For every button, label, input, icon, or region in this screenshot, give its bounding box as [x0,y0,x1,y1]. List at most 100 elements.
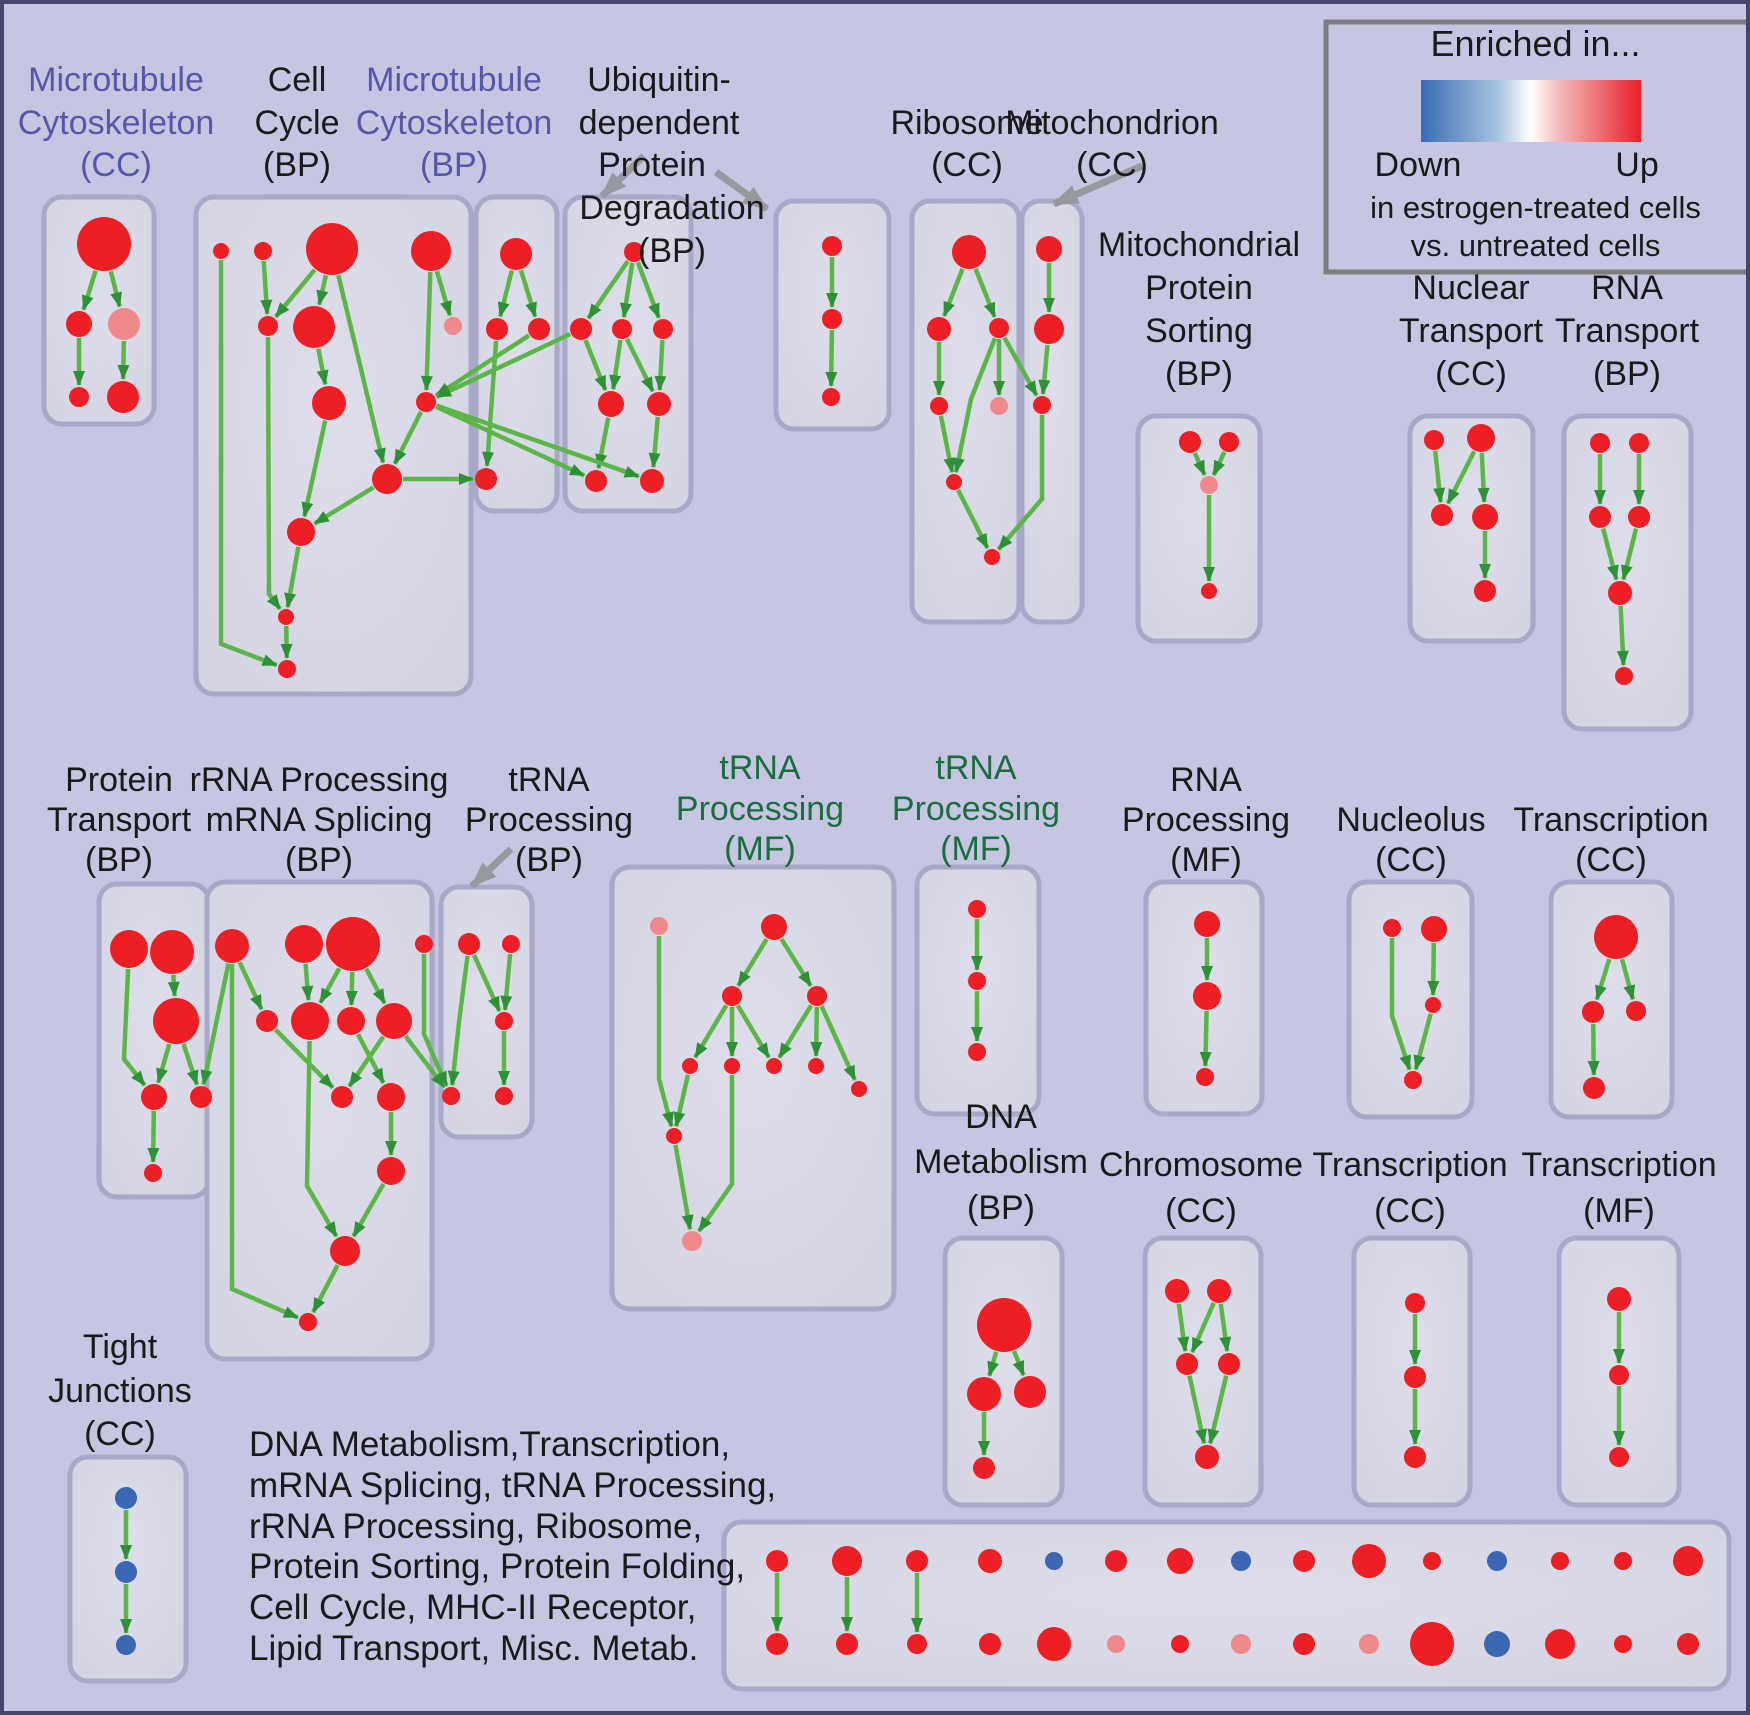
group-box-misc-box [721,1519,1732,1692]
group-label-rna-mf-line0: RNA [1170,761,1242,799]
edge-arrow [81,270,98,311]
edge-arrow [273,1027,335,1090]
gene-node-mt-cc-0 [77,217,131,271]
gene-node-prot-trans-2 [153,998,199,1044]
group-label-cell-cycle-line0: Cell [268,61,327,99]
edge-arrow [938,415,956,474]
gene-node-misc-box-26 [1484,1631,1510,1657]
group-box-nucleolus [1346,879,1475,1120]
gene-node-trna-mf-2-2 [968,1043,986,1061]
edge-arrow [313,485,375,526]
legend-gradient-bar [1421,80,1641,142]
edge-arrow [1389,938,1412,1071]
gene-node-cell-cycle-8 [416,392,436,412]
gene-node-nuc-trans-2 [1431,504,1453,526]
group-label-ubiq-label-line0: Ubiquitin- [587,61,731,99]
gene-node-ubiq2-2 [822,388,840,406]
edge-arrow [956,488,990,550]
gene-node-mt-cc-1 [66,311,92,337]
edge-arrow [1002,336,1039,397]
gene-node-nuc-trans-3 [1472,504,1498,530]
gene-node-trans-cc-2-2 [1404,1446,1426,1468]
gene-node-rrna-6 [337,1007,365,1035]
annotation-arrow-icon [1052,162,1144,208]
edge-arrow [583,339,608,392]
gene-node-misc-box-16 [836,1633,858,1655]
gene-node-trans-cc-1-2 [1626,1001,1646,1021]
group-label-trna-bp-line0: tRNA [508,761,590,799]
edge-arrow [497,269,514,318]
edge-arrow [595,417,611,470]
gene-node-trna-mf-1-2 [722,986,742,1006]
group-box-mito [1019,198,1085,625]
gene-node-rna-trans-4 [1608,581,1632,605]
group-label-prot-trans-line2: (BP) [85,841,153,879]
gene-node-trans-mf-0 [1607,1287,1631,1311]
group-label-trans-cc-1-line0: Transcription [1513,801,1708,839]
group-label-dna-met-line0: DNA [965,1098,1037,1136]
gene-node-trna-mf-2-0 [968,900,986,918]
edge-arrow [273,268,317,319]
group-label-mito-sort-line1: Protein [1145,269,1253,307]
group-label-mt-bp-line0: Microtubule [366,61,542,99]
edge-arrow [435,404,586,478]
group-label-ubiq-label-line1: dependent [579,104,740,142]
edge-arrow [1192,452,1207,476]
edge-arrow [117,340,130,380]
gene-node-misc-box-20 [1107,1635,1125,1653]
edge-arrow [218,260,278,668]
edge-arrow [316,348,329,386]
edge-arrow [942,267,965,317]
gene-node-nucleolus-2 [1425,997,1441,1013]
gene-node-rrna-0 [215,929,249,963]
group-label-mito-line1: (CC) [1076,146,1148,184]
edge-arrow [1600,528,1619,581]
edge-arrow [121,968,147,1087]
gene-node-misc-box-10 [1423,1552,1441,1570]
edge-arrow [779,937,813,987]
edge-arrow [1207,1375,1229,1445]
gene-node-cell-cycle-0 [213,243,229,259]
group-label-trna-mf-2-line1: Processing [892,790,1060,828]
edge-arrow [280,625,293,659]
gene-node-trna-mf-1-5 [724,1058,740,1074]
misc-collapsed-terms-text-line4: Cell Cycle, MHC-II Receptor, [249,1588,696,1627]
gene-node-trna-bp-2 [495,1012,513,1030]
gene-node-rna-trans-2 [1589,506,1611,528]
gene-node-misc-box-2 [906,1550,928,1572]
edge-arrow [304,1040,339,1238]
edge-arrow [635,261,661,319]
edge-arrow [237,961,264,1011]
group-label-rrna-line1: mRNA Splicing [206,801,433,839]
gene-node-rna-trans-3 [1628,506,1650,528]
gene-node-ribosome-0 [952,235,986,269]
gene-node-trans-cc-1-1 [1582,1001,1604,1023]
gene-node-trna-mf-1-4 [682,1058,698,1074]
gene-node-ubiq2-1 [822,309,842,329]
gene-node-tight-0 [115,1487,137,1509]
edge-arrow [810,1006,823,1057]
gene-node-cell-cycle-7 [312,386,346,420]
group-box-dna-met [942,1235,1065,1508]
gene-node-mt-bp-3 [475,468,497,490]
gene-node-cell-cycle-9 [372,464,402,494]
misc-collapsed-terms-text-line0: DNA Metabolism,Transcription, [249,1425,730,1464]
gene-node-trans-cc-1-3 [1583,1077,1605,1099]
gene-node-rna-trans-5 [1615,667,1633,685]
edge-arrow [260,260,273,315]
gene-node-misc-box-17 [907,1634,927,1654]
gene-node-misc-box-23 [1293,1633,1315,1655]
layer-labels: Microtubule Cytoskeleton (CC) Cell Cycle (BP)… [18,19,1746,1668]
edge-arrow [697,1075,735,1233]
group-box-chromosome [1142,1235,1264,1508]
edge-arrow [996,415,1045,551]
gene-node-ribosome-6 [984,549,1000,565]
group-label-nuc-trans-line0: Nuclear [1412,269,1529,307]
group-label-ubiq-label-line2: Protein [598,146,706,184]
gene-node-trna-mf-1-3 [807,986,827,1006]
edge-arrow [108,270,123,308]
gene-node-prot-trans-3 [141,1084,167,1110]
gene-node-trans-cc-2-1 [1404,1366,1426,1388]
annotation-arrow-icon [713,169,770,212]
gene-node-trna-bp-4 [495,1087,513,1105]
